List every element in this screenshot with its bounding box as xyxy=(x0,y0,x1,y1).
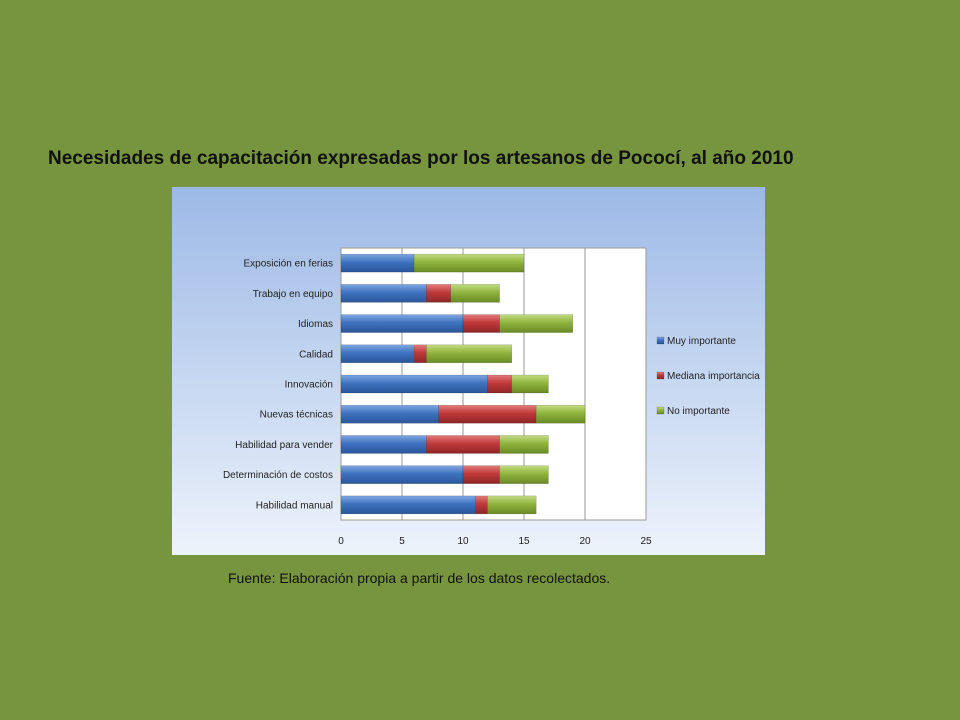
legend-swatch xyxy=(656,371,665,380)
category-label: Idiomas xyxy=(298,319,333,330)
category-label: Habilidad para vender xyxy=(235,440,334,451)
category-label: Exposición en ferias xyxy=(244,259,334,270)
bar-segment xyxy=(438,404,537,424)
bar-segment xyxy=(450,284,500,303)
bar-segment xyxy=(340,374,488,394)
bar-segment xyxy=(462,314,500,333)
bar-chart: 0 5 10 15 20 25 Exposición en ferias Trabajo en… xyxy=(172,187,765,555)
x-tick-label: 20 xyxy=(579,536,591,547)
bar-segment xyxy=(340,253,415,273)
x-tick-label: 10 xyxy=(457,536,469,547)
category-label: Determinación de costos xyxy=(223,470,333,481)
bar-segment xyxy=(340,435,427,454)
slide-title: Necesidades de capacitación expresadas p… xyxy=(48,148,794,169)
bar-segment xyxy=(340,465,464,484)
bar-segment xyxy=(426,284,452,303)
bar-segment xyxy=(340,314,464,333)
source-note: Fuente: Elaboración propia a partir de l… xyxy=(228,570,611,586)
category-label: Nuevas técnicas xyxy=(260,410,333,421)
bar-segment xyxy=(487,374,513,394)
chart-svg: 0 5 10 15 20 25 Exposición en ferias Trabajo en… xyxy=(172,187,765,555)
bar-segment xyxy=(340,404,439,424)
legend-label: No importante xyxy=(667,406,730,417)
category-label: Habilidad manual xyxy=(256,500,333,511)
bar-segment xyxy=(511,374,549,394)
bar-segment xyxy=(499,465,549,484)
bar-segment xyxy=(340,495,476,515)
bar-segment xyxy=(413,253,525,273)
bar-segment xyxy=(413,344,427,364)
legend-label: Mediana importancia xyxy=(667,371,760,382)
bar-segment xyxy=(426,435,500,454)
category-label: Trabajo en equipo xyxy=(253,289,334,300)
category-label: Innovación xyxy=(285,380,333,391)
legend-swatch xyxy=(656,336,665,345)
legend-label: Muy importante xyxy=(667,336,736,347)
bar-segment xyxy=(499,435,549,454)
bar-segment xyxy=(426,344,513,364)
bar-segment xyxy=(340,344,415,364)
bar-segment xyxy=(487,495,537,515)
x-tick-label: 25 xyxy=(640,536,652,547)
bar-segment xyxy=(535,404,586,424)
x-tick-label: 5 xyxy=(399,536,405,547)
bar-segment xyxy=(499,314,574,333)
legend-swatch xyxy=(656,406,665,415)
x-tick-label: 0 xyxy=(338,536,344,547)
bar-segment xyxy=(474,495,488,515)
bar-segment xyxy=(462,465,500,484)
category-label: Calidad xyxy=(299,349,333,360)
x-tick-label: 15 xyxy=(518,536,530,547)
bar-segment xyxy=(340,284,427,303)
